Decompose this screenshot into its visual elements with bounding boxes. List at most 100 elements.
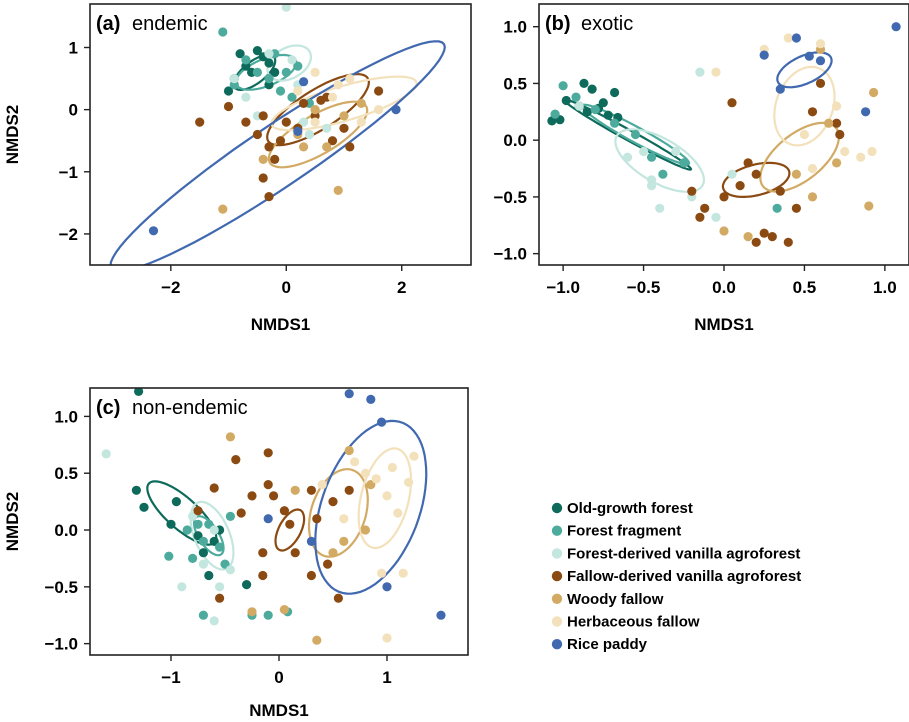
point-rice-paddy [391,105,401,115]
panel-title: endemic [132,13,208,35]
point-forest-fragment [164,551,174,561]
point-herbaceous-fallow [832,101,842,111]
panel-label: (a) [96,13,120,35]
legend-marker [551,570,563,582]
point-rice-paddy [148,226,159,236]
point-rice-paddy [791,33,802,43]
point-forest-fragment [215,542,225,552]
legend-marker [551,548,563,559]
point-woody-fallow [807,192,818,202]
point-rice-paddy [344,389,354,399]
point-herbaceous-fallow [327,92,338,102]
point-forest-derived-vanilla-agroforest [711,212,721,222]
ellipse-woody-fallow [267,100,369,169]
point-woody-fallow [339,111,349,121]
point-woody-fallow [310,105,320,115]
point-fallow-derived-vanilla-agroforest [258,570,268,581]
point-forest-fragment [679,158,689,168]
point-fallow-derived-vanilla-agroforest [727,98,737,108]
point-woody-fallow [218,204,228,214]
point-fallow-derived-vanilla-agroforest [759,228,769,238]
x-tick-label: 1.0 [873,278,897,297]
point-old-growth-forest [270,67,280,77]
panel-label: (c) [96,397,120,419]
legend-label: Old-growth forest [567,500,693,517]
point-woody-fallow [258,154,268,164]
point-fallow-derived-vanilla-agroforest [195,117,205,127]
ellipse-fallow-derived-vanilla-agroforest [274,508,306,552]
point-forest-derived-vanilla-agroforest [322,123,332,133]
point-woody-fallow [225,432,235,442]
point-fallow-derived-vanilla-agroforest [783,237,793,247]
point-fallow-derived-vanilla-agroforest [333,593,343,603]
point-fallow-derived-vanilla-agroforest [767,232,777,242]
y-tick-label: 0 [69,101,78,120]
point-fallow-derived-vanilla-agroforest [263,480,273,490]
y-tick-label: 1.0 [503,18,527,37]
point-fallow-derived-vanilla-agroforest [735,181,745,191]
legend-label: Rice paddy [567,636,648,653]
point-fallow-derived-vanilla-agroforest [306,570,316,581]
point-forest-fragment [241,55,251,65]
point-fallow-derived-vanilla-agroforest [236,508,246,518]
point-old-growth-forest [134,388,144,396]
ellipse-rice-paddy [314,419,428,595]
point-fallow-derived-vanilla-agroforest [258,173,268,183]
point-forest-fragment [263,610,273,620]
point-rice-paddy [815,56,826,66]
legend-marker [551,593,563,604]
point-woody-fallow [824,118,834,128]
point-fallow-derived-vanilla-agroforest [215,593,225,603]
point-forest-derived-vanilla-agroforest [225,565,235,575]
point-forest-derived-vanilla-agroforest [101,449,111,459]
point-fallow-derived-vanilla-agroforest [252,129,262,140]
point-herbaceous-fallow [398,568,408,578]
point-old-growth-forest [610,87,620,98]
point-woody-fallow [247,607,257,617]
point-old-growth-forest [209,536,219,547]
point-old-growth-forest [193,531,203,541]
legend-marker [551,616,563,627]
point-herbaceous-fallow [293,86,303,96]
y-tick-label: 0.5 [503,74,527,93]
point-woody-fallow [339,536,349,547]
point-rice-paddy [293,126,303,136]
ellipse-woody-fallow [759,121,841,193]
point-herbaceous-fallow [360,468,370,478]
x-tick-label: 0.0 [712,278,736,297]
point-fallow-derived-vanilla-agroforest [832,118,842,128]
point-woody-fallow [322,142,332,152]
panel-title: non-endemic [132,397,248,419]
y-tick-label: 1 [69,39,78,58]
point-herbaceous-fallow [310,67,320,77]
point-fallow-derived-vanilla-agroforest [264,142,274,152]
point-forest-fragment [281,67,291,77]
point-herbaceous-fallow [387,462,397,473]
point-rice-paddy [366,394,376,404]
point-forest-derived-vanilla-agroforest [209,525,219,535]
point-fallow-derived-vanilla-agroforest [306,485,316,495]
ellipse-forest-derived-vanilla-agroforest [614,128,706,193]
y-tick-label: −0.5 [44,578,78,597]
point-rice-paddy [382,582,392,592]
point-herbaceous-fallow [339,514,349,524]
point-fallow-derived-vanilla-agroforest [791,203,802,213]
point-old-growth-forest [598,98,608,108]
point-forest-fragment [204,519,214,529]
ellipse-herbaceous-fallow [773,65,836,147]
point-woody-fallow [333,185,343,195]
legend-label: Forest-derived vanilla agroforest [567,545,800,562]
point-herbaceous-fallow [409,451,419,461]
point-fallow-derived-vanilla-agroforest [275,136,286,146]
point-forest-fragment [275,86,286,96]
point-forest-derived-vanilla-agroforest [727,169,737,179]
legend-marker [551,525,563,536]
point-forest-fragment [610,118,620,128]
panel-label: (b) [545,13,571,35]
point-fallow-derived-vanilla-agroforest [751,237,761,247]
y-tick-label: 0.0 [503,131,527,150]
y-tick-label: 0.0 [54,521,78,540]
point-herbaceous-fallow [377,568,387,578]
point-fallow-derived-vanilla-agroforest [815,78,826,88]
legend-item-fallow-derived-vanilla-agroforest: Fallow-derived vanilla agroforest [551,568,801,585]
